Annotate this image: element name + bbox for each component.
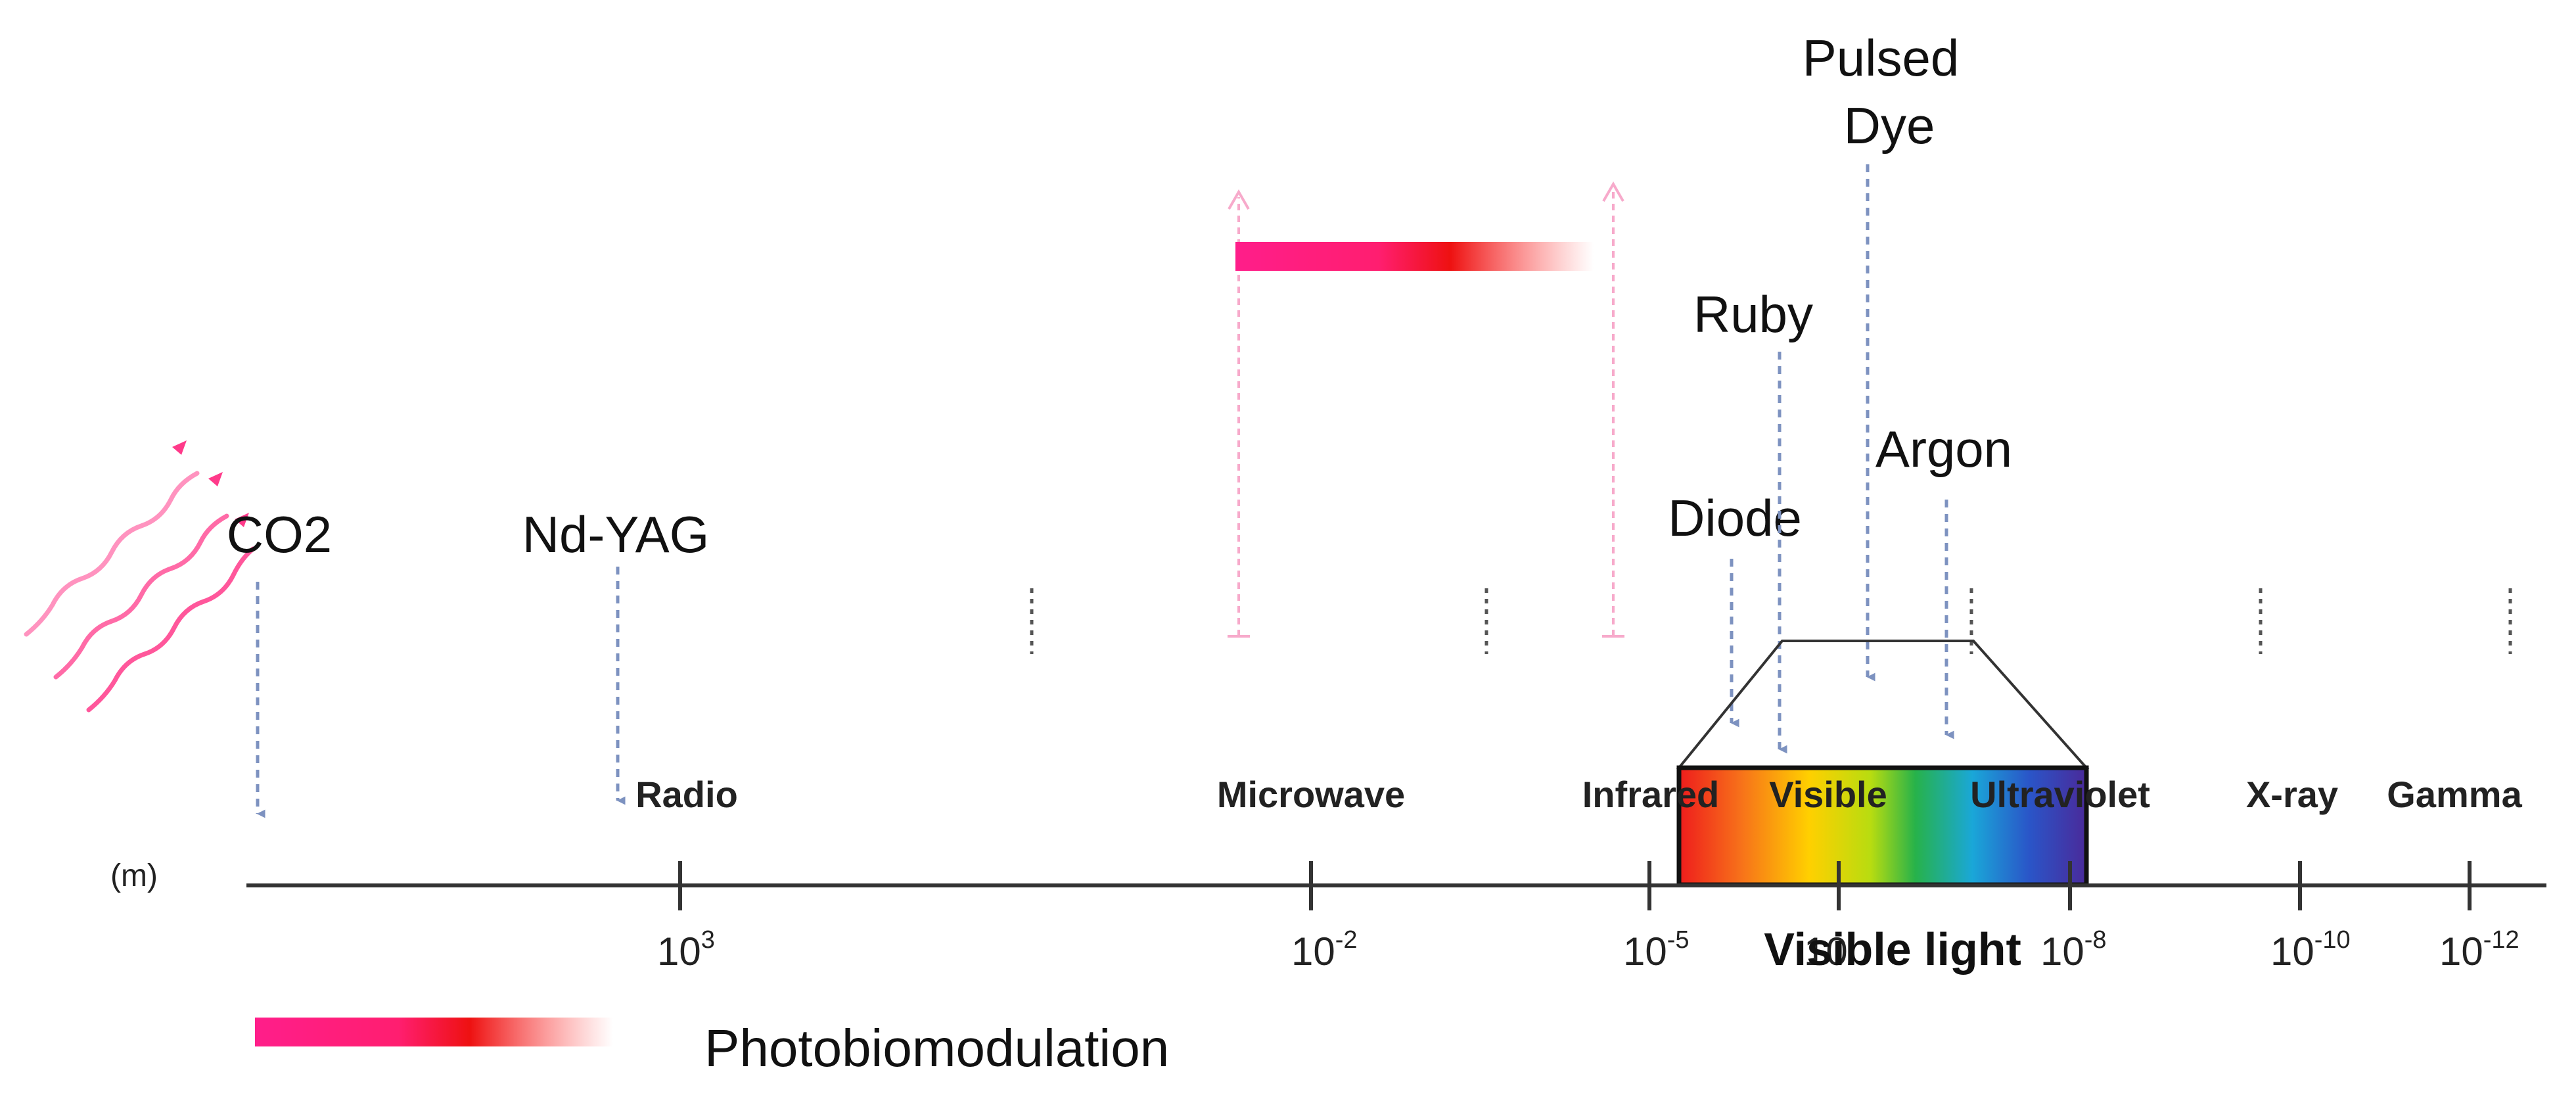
laser-nd-yag: Nd-YAG xyxy=(522,505,710,805)
laser-label: Dye xyxy=(1844,97,1935,154)
laser-label: Pulsed xyxy=(1803,29,1960,87)
band-label-radio: Radio xyxy=(635,774,738,815)
legend: Photobiomodulation xyxy=(255,1018,1169,1077)
legend-label: Photobiomodulation xyxy=(704,1019,1169,1077)
visible-light-caption: Visible light xyxy=(1764,924,2021,975)
laser-co2: CO2 xyxy=(227,505,332,818)
band-label-visible: Visible xyxy=(1769,774,1887,815)
tick-label: 10-2 xyxy=(1291,926,1358,974)
visible-spectrum-box xyxy=(1676,765,2089,887)
tick-label: 10-5 xyxy=(1623,926,1690,974)
band-labels: Radio Microwave Infrared Visible Ultravi… xyxy=(635,774,2522,815)
tick-label: 10-8 xyxy=(2040,926,2107,974)
laser-pulsed-dye: Pulsed Dye xyxy=(1803,29,1960,682)
band-separators xyxy=(1030,588,2512,654)
laser-label: Nd-YAG xyxy=(522,505,710,563)
wavelength-axis: (m) 103 10-2 10-5 10-8 10-10 10-12 10 Vi… xyxy=(110,858,2546,975)
laser-argon: Argon xyxy=(1875,420,2012,739)
laser-label: CO2 xyxy=(227,505,332,563)
wavy-radiation-arrows-icon xyxy=(24,440,256,713)
photobiomodulation-range xyxy=(1228,181,1624,638)
band-label-ultraviolet: Ultraviolet xyxy=(1970,774,2150,815)
laser-label: Diode xyxy=(1668,489,1802,547)
band-label-microwave: Microwave xyxy=(1217,774,1405,815)
visible-zoom-outline xyxy=(1676,640,2090,769)
unit-label: (m) xyxy=(110,858,158,893)
laser-diode: Diode xyxy=(1668,489,1802,728)
laser-label: Ruby xyxy=(1693,285,1813,343)
laser-ruby: Ruby xyxy=(1693,285,1813,754)
tick-label: 10-10 xyxy=(2270,926,2351,974)
tick-label: 103 xyxy=(657,926,715,974)
band-label-infrared: Infrared xyxy=(1582,774,1720,815)
band-label-gamma: Gamma xyxy=(2387,774,2522,815)
visible-light-overlap-digits: 10 xyxy=(1804,929,1848,974)
band-label-x-ray: X-ray xyxy=(2246,774,2338,815)
legend-swatch xyxy=(255,1018,613,1046)
tick-label: 10-12 xyxy=(2439,926,2519,974)
laser-label: Argon xyxy=(1875,420,2012,478)
